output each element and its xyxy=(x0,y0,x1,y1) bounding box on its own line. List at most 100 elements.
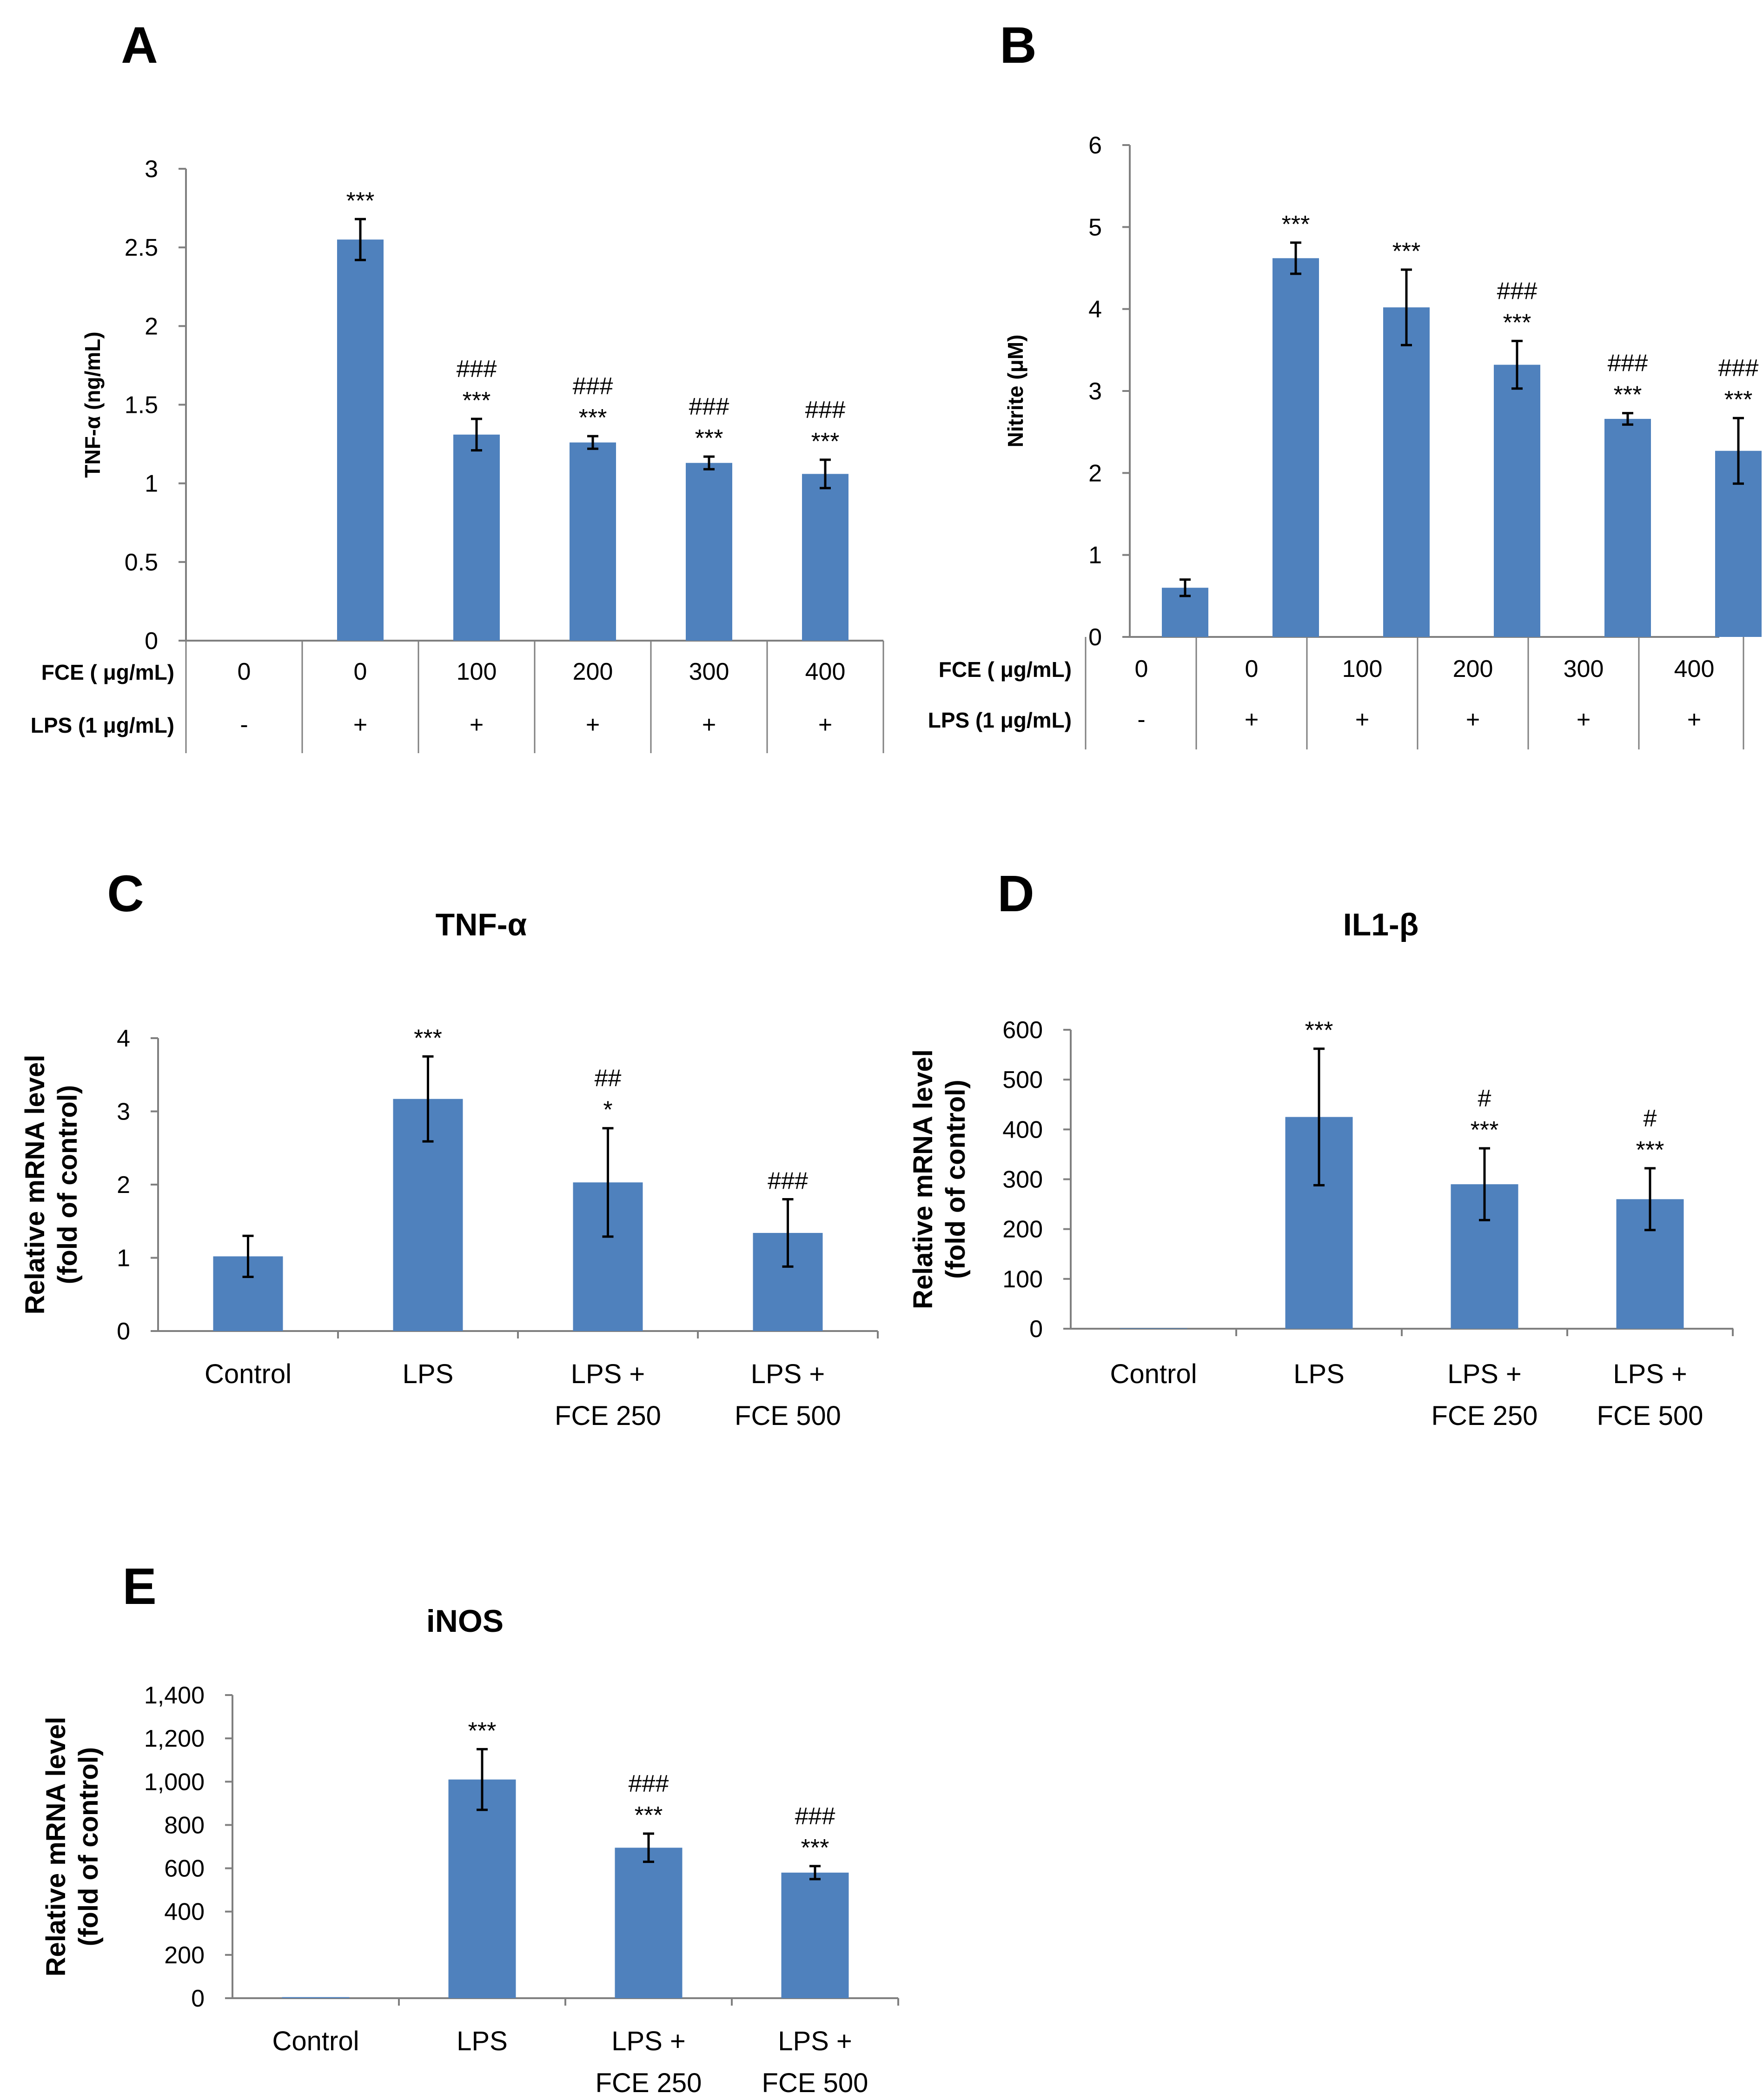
panel-a: A 0 0.5 1 1.5 2 2.5 3 TNF-α (ng/mL) *** *** ### *** #… xyxy=(31,17,884,753)
x-tick-label: LPS + xyxy=(571,1359,645,1389)
significance-label: *** xyxy=(695,425,723,452)
table-cell: 200 xyxy=(573,658,613,685)
y-tick-label: 0 xyxy=(1029,1316,1043,1343)
significance-label: *** xyxy=(468,1717,497,1744)
bar xyxy=(1383,307,1430,637)
panel-b: B 0 1 2 3 4 5 6 Nitrite (μM) *** *** *** ### *** ### **… xyxy=(928,17,1762,749)
significance-label: ### xyxy=(805,397,846,424)
y-tick-label: 1 xyxy=(145,470,158,497)
x-tick-label: FCE 500 xyxy=(762,2068,868,2098)
table-cell: + xyxy=(1355,706,1369,733)
significance-label: *** xyxy=(1636,1137,1664,1164)
significance-label: *** xyxy=(635,1802,663,1829)
bar xyxy=(453,434,500,641)
y-axis-label: (fold of control) xyxy=(73,1747,104,1946)
y-tick-label: 200 xyxy=(1002,1216,1043,1243)
significance-label: *** xyxy=(1471,1117,1499,1144)
significance-label: *** xyxy=(1614,382,1642,409)
x-tick-label: Control xyxy=(1110,1359,1197,1389)
table-cell: - xyxy=(240,711,248,738)
y-tick-label: 800 xyxy=(164,1812,205,1839)
bar xyxy=(570,442,616,641)
y-tick-label: 400 xyxy=(1002,1116,1043,1143)
table-cell: 0 xyxy=(1135,656,1148,682)
y-tick-label: 3 xyxy=(145,156,158,183)
significance-label: ### xyxy=(689,393,729,420)
y-axis-label: Relative mRNA level xyxy=(908,1049,938,1309)
bar xyxy=(337,239,384,641)
x-tick-label: Control xyxy=(205,1359,292,1389)
x-tick-label: LPS + xyxy=(1613,1359,1687,1389)
table-cell: 400 xyxy=(1674,656,1715,682)
y-tick-label: 4 xyxy=(117,1025,130,1052)
bar xyxy=(686,463,732,641)
y-tick-label: 100 xyxy=(1002,1266,1043,1293)
significance-label: ### xyxy=(795,1803,835,1830)
significance-label: *** xyxy=(463,387,491,414)
y-tick-label: 400 xyxy=(164,1899,205,1926)
table-row-label: LPS (1 μg/mL) xyxy=(31,713,174,737)
x-tick-label: FCE 500 xyxy=(735,1401,841,1431)
panel-letter-c: C xyxy=(107,865,144,922)
significance-label: # xyxy=(1644,1105,1657,1132)
significance-label: # xyxy=(1478,1085,1491,1112)
panel-c: C TNF-α 0 1 2 3 4 Relative mRNA level (fold of c… xyxy=(20,865,879,1431)
table-cell: + xyxy=(1577,706,1591,733)
panel-letter-d: D xyxy=(997,865,1034,922)
bar xyxy=(1604,418,1651,637)
y-tick-label: 0.5 xyxy=(125,549,158,576)
y-tick-label: 3 xyxy=(1088,378,1102,405)
bar xyxy=(1494,364,1540,637)
table-cell: 400 xyxy=(805,658,846,685)
significance-label: ### xyxy=(1718,355,1759,382)
significance-label: *** xyxy=(346,187,375,214)
y-tick-label: 3 xyxy=(117,1099,130,1126)
significance-label: *** xyxy=(801,1835,829,1862)
x-tick-label: Control xyxy=(272,2026,359,2056)
table-row-label: LPS (1 μg/mL) xyxy=(928,708,1072,732)
y-tick-label: 2 xyxy=(145,313,158,340)
table-cell: 200 xyxy=(1453,656,1493,682)
x-tick-label: LPS xyxy=(403,1359,454,1389)
y-tick-label: 0 xyxy=(191,1985,205,2012)
y-tick-label: 2 xyxy=(117,1172,130,1199)
x-tick-label: LPS + xyxy=(778,2026,852,2056)
significance-label: ### xyxy=(573,373,613,400)
x-tick-label: LPS + xyxy=(751,1359,825,1389)
table-cell: + xyxy=(586,711,600,738)
significance-label: *** xyxy=(1724,386,1753,413)
table-cell: 300 xyxy=(689,658,729,685)
significance-label: ### xyxy=(1608,350,1648,377)
significance-label: *** xyxy=(414,1025,442,1052)
table-cell: 100 xyxy=(1342,656,1383,682)
table-cell: + xyxy=(702,711,716,738)
y-tick-label: 4 xyxy=(1088,296,1102,323)
significance-label: ### xyxy=(629,1770,669,1797)
bar xyxy=(1120,1328,1187,1329)
panel-d: D IL1-β 0 100 200 300 400 500 600 Relative mRNA l… xyxy=(908,865,1734,1431)
y-axis-label: TNF-α (ng/mL) xyxy=(80,331,105,477)
y-tick-label: 1,400 xyxy=(144,1682,205,1709)
table-cell: + xyxy=(1687,706,1701,733)
table-cell: 0 xyxy=(1245,656,1259,682)
y-tick-label: 200 xyxy=(164,1942,205,1969)
significance-label: *** xyxy=(1282,211,1310,238)
y-axis-label: Relative mRNA level xyxy=(20,1055,50,1315)
table-cell: 0 xyxy=(354,658,367,685)
significance-label: *** xyxy=(811,428,840,455)
y-tick-label: 6 xyxy=(1088,132,1102,159)
significance-label: *** xyxy=(1503,309,1531,336)
y-tick-label: 500 xyxy=(1002,1067,1043,1093)
y-axis-label: Relative mRNA level xyxy=(41,1717,71,1977)
y-tick-label: 1 xyxy=(117,1245,130,1272)
x-tick-label: LPS xyxy=(1293,1359,1345,1389)
y-tick-label: 0 xyxy=(117,1318,130,1345)
panel-letter-a: A xyxy=(121,17,158,74)
significance-label: *** xyxy=(579,404,607,431)
bar xyxy=(802,474,848,641)
y-tick-label: 600 xyxy=(164,1855,205,1882)
significance-label: *** xyxy=(1305,1017,1333,1044)
chart-title: IL1-β xyxy=(1343,907,1418,942)
chart-title: iNOS xyxy=(426,1603,504,1639)
bar xyxy=(615,1848,683,1998)
